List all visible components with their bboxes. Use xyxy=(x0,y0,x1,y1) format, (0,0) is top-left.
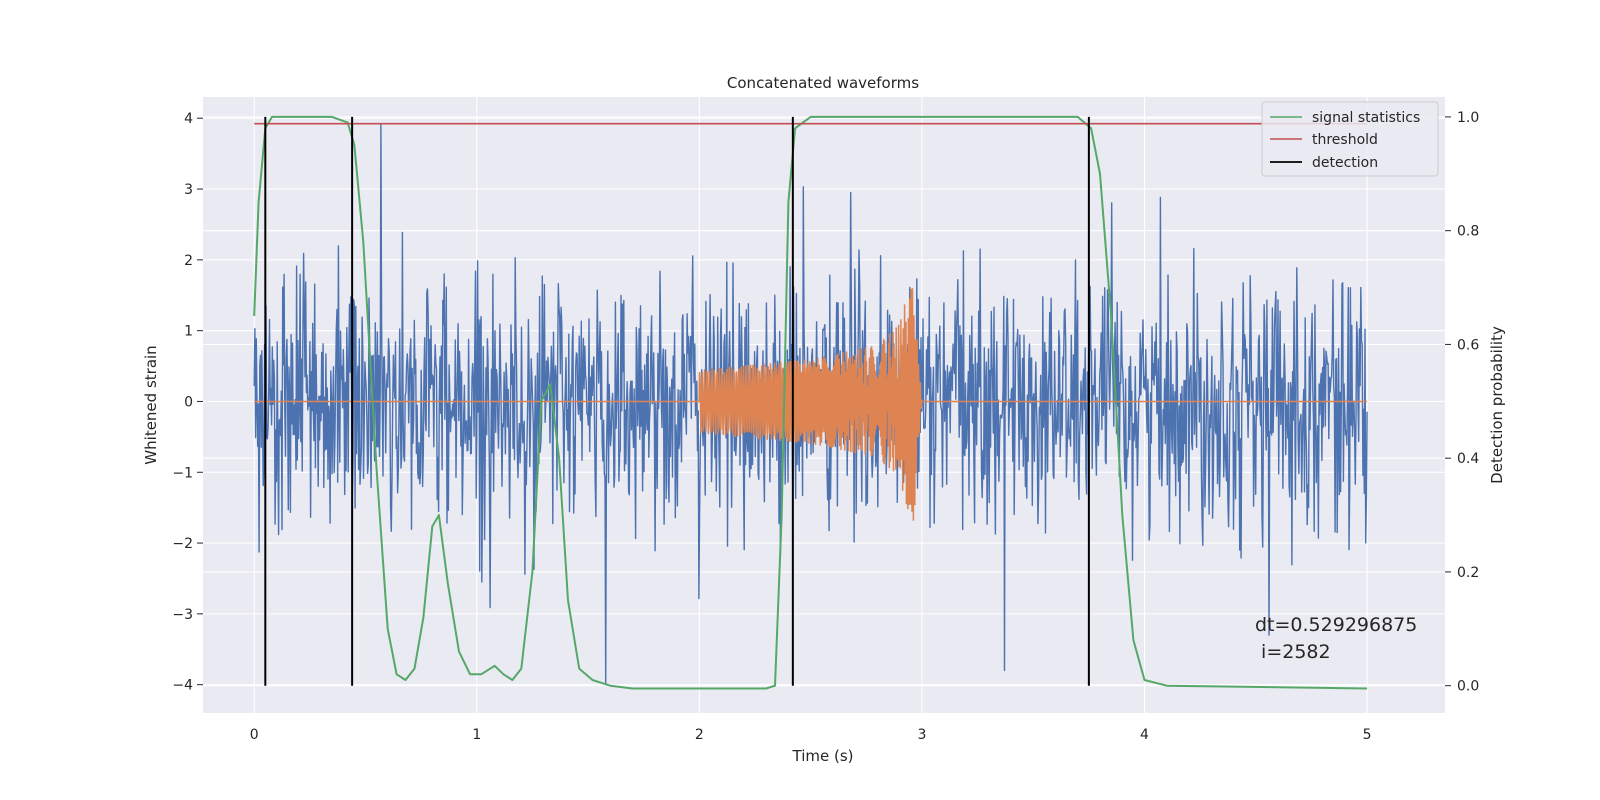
x-tick-label: 5 xyxy=(1363,727,1372,743)
signal-statistics-line xyxy=(253,115,1368,690)
y-left-tick-label: −2 xyxy=(172,536,193,552)
legend-label-signal-statistics: signal statistics xyxy=(1312,110,1420,126)
annotation-dt: dt=0.529296875 xyxy=(1255,614,1417,636)
y-right-tick-label: 0.6 xyxy=(1457,337,1479,353)
y-left-tick-label: −1 xyxy=(172,465,193,481)
x-tick-label: 2 xyxy=(695,727,704,743)
annotation-i: i=2582 xyxy=(1255,641,1331,663)
y-right-tick-label: 0.4 xyxy=(1457,451,1479,467)
legend-label-threshold: threshold xyxy=(1312,132,1378,148)
y-left-tick-label: 1 xyxy=(184,324,193,340)
y-left-tick-label: 3 xyxy=(184,182,193,198)
x-tick-label: 1 xyxy=(472,727,481,743)
y-right-tick-label: 0.0 xyxy=(1457,679,1479,695)
y-left-tick-label: 2 xyxy=(184,253,193,269)
y-left-tick-label: 4 xyxy=(184,111,193,127)
y-left-tick-label: −4 xyxy=(172,678,193,694)
ticks: 0 1 2 3 4 5 4 3 2 1 0 −1 −2 −3 −4 1.0 0.8 0.6 0.4 0.2 0.0 xyxy=(172,110,1479,743)
y-axis-label-left: Whitened strain xyxy=(142,345,160,464)
y-right-tick-label: 0.8 xyxy=(1457,224,1479,240)
x-tick-label: 0 xyxy=(250,727,259,743)
x-axis-label: Time (s) xyxy=(792,747,854,765)
y-left-tick-label: −3 xyxy=(172,607,193,623)
y-left-tick-label: 0 xyxy=(184,394,193,410)
x-tick-label: 4 xyxy=(1140,727,1149,743)
legend-label-detection: detection xyxy=(1312,155,1378,171)
x-tick-label: 3 xyxy=(917,727,926,743)
y-right-tick-label: 0.2 xyxy=(1457,565,1479,581)
data-layer xyxy=(253,115,1368,690)
y-right-tick-label: 1.0 xyxy=(1457,110,1479,126)
chart-title: Concatenated waveforms xyxy=(727,74,919,92)
legend: signal statistics threshold detection xyxy=(1261,101,1439,177)
chirp-series-line xyxy=(254,288,1368,521)
y-axis-label-right: Detection probability xyxy=(1488,326,1506,484)
legend-box xyxy=(1261,101,1439,177)
